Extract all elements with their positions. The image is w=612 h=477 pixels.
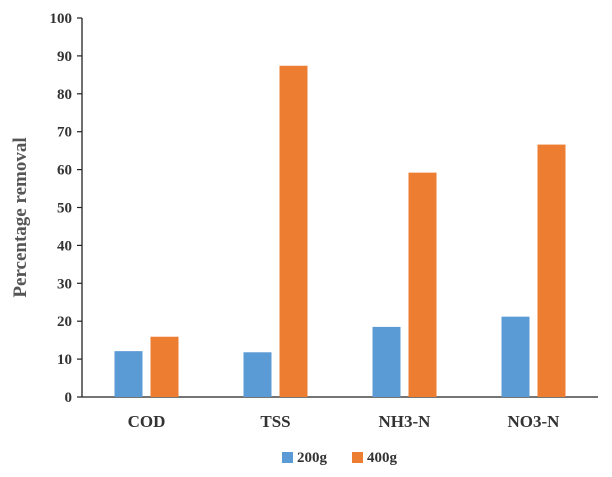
y-tick-label: 0 (65, 390, 73, 406)
bars (114, 65, 566, 397)
y-tick-label: 40 (57, 238, 72, 254)
bar-400g-NO3-N (537, 144, 566, 397)
bar-400g-TSS (279, 65, 308, 397)
y-tick-label: 10 (57, 352, 72, 368)
legend-label-400g: 400g (367, 450, 398, 466)
y-tick-label: 90 (57, 49, 72, 65)
y-tick-labels: 0 10 20 30 40 50 60 70 80 90 100 (50, 11, 73, 406)
x-category-label: NH3-N (379, 412, 432, 431)
x-category-label: COD (128, 412, 166, 431)
bar-400g-COD (150, 336, 179, 397)
bar-200g-NH3-N (372, 326, 401, 397)
y-tick-label: 100 (50, 11, 73, 27)
x-category-label: NO3-N (508, 412, 561, 431)
y-tick-label: 50 (57, 201, 72, 217)
legend: 200g 400g (282, 450, 398, 466)
y-tick-label: 80 (57, 87, 72, 103)
y-tick-label: 30 (57, 276, 72, 292)
y-tick-label: 60 (57, 163, 72, 179)
bar-200g-COD (114, 351, 143, 397)
y-tick-label: 70 (57, 125, 72, 141)
legend-swatch-200g (282, 452, 293, 463)
y-tick-label: 20 (57, 314, 72, 330)
legend-label-200g: 200g (297, 450, 328, 466)
x-category-labels: COD TSS NH3-N NO3-N (128, 412, 561, 431)
bar-200g-NO3-N (501, 316, 530, 397)
y-axis-title: Percentage removal (10, 137, 31, 297)
x-category-label: TSS (260, 412, 290, 431)
legend-swatch-400g (352, 452, 363, 463)
bar-400g-NH3-N (408, 172, 437, 397)
bar-200g-TSS (243, 352, 272, 397)
